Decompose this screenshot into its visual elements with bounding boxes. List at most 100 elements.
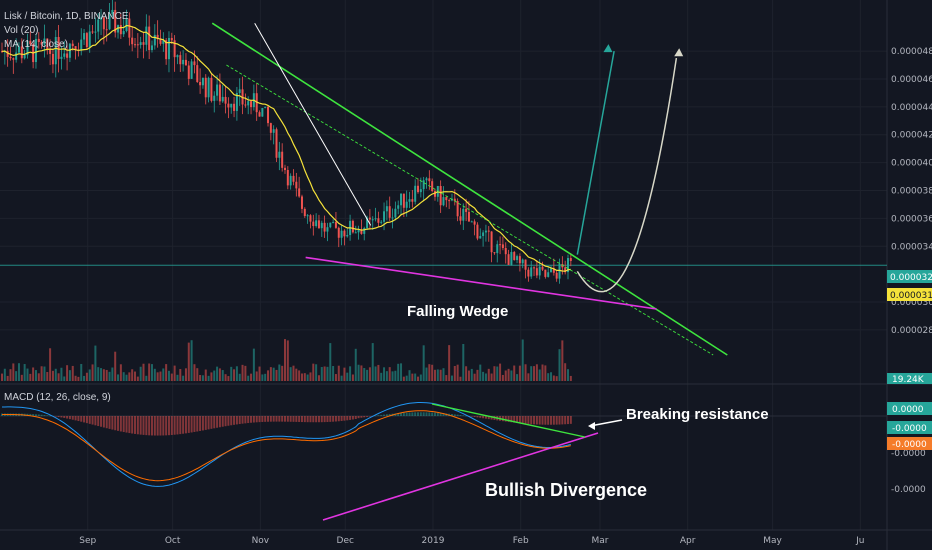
candle-body xyxy=(204,77,207,98)
candle-body xyxy=(51,53,54,65)
macd-hist-bar xyxy=(300,416,303,423)
volume-bar xyxy=(501,374,504,381)
candle-body xyxy=(470,221,473,223)
volume-bar xyxy=(286,340,289,381)
candle-body xyxy=(12,58,15,60)
macd-hist-bar xyxy=(173,416,176,435)
candle-body xyxy=(496,244,499,254)
volume-bar xyxy=(298,370,301,381)
macd-hist-bar xyxy=(150,416,153,436)
candle-body xyxy=(524,259,527,270)
macd-hist-bar xyxy=(527,416,530,424)
candle-body xyxy=(131,37,134,45)
volume-bar xyxy=(555,376,558,381)
macd-hist-bar xyxy=(190,416,193,433)
candle-body xyxy=(68,43,71,58)
macd-hist-bar xyxy=(479,416,482,418)
candle-body xyxy=(445,197,448,201)
candle-body xyxy=(408,199,411,202)
volume-bar xyxy=(26,368,29,381)
candle-body xyxy=(80,39,83,51)
volume-legend[interactable]: Vol (20) xyxy=(4,25,39,36)
volume-bar xyxy=(12,363,15,381)
macd-hist-bar xyxy=(250,416,253,423)
macd-hist-bar xyxy=(408,412,411,416)
candle-body xyxy=(340,230,343,238)
volume-bar xyxy=(323,366,326,381)
macd-hist-bar xyxy=(450,414,453,416)
macd-hist-bar xyxy=(459,415,462,416)
volume-bar xyxy=(142,363,145,381)
macd-hist-bar xyxy=(309,416,312,423)
macd-hist-bar xyxy=(284,416,286,422)
volume-bar xyxy=(275,369,278,381)
y-tick-label: 0.00003400 xyxy=(891,242,932,252)
macd-hist-bar xyxy=(326,416,329,423)
candle-body xyxy=(29,40,32,45)
volume-bar xyxy=(391,371,394,381)
candle-body xyxy=(281,151,284,168)
volume-bar xyxy=(105,369,108,381)
candle-body xyxy=(552,268,555,273)
candle-body xyxy=(425,178,428,181)
candle-body xyxy=(46,38,49,50)
y-tick-label: 0.00004800 xyxy=(891,47,932,57)
volume-bar xyxy=(201,375,204,381)
volume-bar xyxy=(558,349,561,381)
candle-body xyxy=(170,37,173,41)
candle-body xyxy=(487,230,490,232)
falling-wedge-label: Falling Wedge xyxy=(407,303,508,320)
macd-signal-tag: -0.0000 xyxy=(892,440,927,450)
candle-body xyxy=(550,268,553,273)
divergence-line xyxy=(322,432,599,521)
volume-bar xyxy=(371,343,374,381)
candle-body xyxy=(504,248,507,255)
macd-legend[interactable]: MACD (12, 26, close, 9) xyxy=(4,392,111,403)
macd-hist-tag-bg xyxy=(887,402,932,415)
macd-hist-bar xyxy=(414,412,417,416)
volume-bar xyxy=(417,376,420,381)
volume-bar xyxy=(131,369,134,381)
candle-body xyxy=(405,201,408,208)
macd-hist-bar xyxy=(428,412,431,416)
candle-body xyxy=(241,89,244,105)
volume-bar xyxy=(442,368,445,381)
macd-hist-bar xyxy=(417,412,420,416)
volume-bar xyxy=(250,373,253,381)
macd-hist-bar xyxy=(377,415,380,416)
macd-hist-bar xyxy=(292,416,295,422)
volume-bar xyxy=(153,368,156,381)
volume-bar xyxy=(374,366,377,381)
candle-body xyxy=(17,46,20,53)
candle-body xyxy=(15,52,18,60)
candle-body xyxy=(190,61,193,79)
ma-legend[interactable]: MA (14, close) xyxy=(4,39,68,50)
volume-bar xyxy=(360,365,363,381)
macd-hist-bar xyxy=(533,416,536,425)
macd-hist-bar xyxy=(80,416,83,422)
macd-hist-bar xyxy=(34,414,37,416)
volume-bar xyxy=(204,369,207,381)
volume-bar xyxy=(354,348,357,381)
volume-bar xyxy=(255,371,258,381)
symbol-legend[interactable]: Lisk / Bitcoin, 1D, BINANCE xyxy=(4,11,129,22)
volume-bar xyxy=(408,370,411,381)
volume-bar xyxy=(467,370,470,381)
macd-hist-bar xyxy=(142,416,145,435)
volume-bar xyxy=(456,364,459,381)
macd-hist-bar xyxy=(312,416,315,423)
candle-body xyxy=(300,196,303,209)
candle-body xyxy=(85,33,88,47)
candle-body xyxy=(167,37,170,60)
candle-body xyxy=(210,77,213,101)
volume-bar xyxy=(9,369,12,381)
macd-hist-bar xyxy=(85,416,88,424)
candle-body xyxy=(100,17,103,20)
macd-hist-bar xyxy=(193,416,196,432)
candle-body xyxy=(224,96,227,104)
macd-hist-bar xyxy=(473,416,476,417)
candle-body xyxy=(521,259,524,264)
macd-hist-bar xyxy=(131,416,134,434)
volume-bar xyxy=(23,364,26,381)
